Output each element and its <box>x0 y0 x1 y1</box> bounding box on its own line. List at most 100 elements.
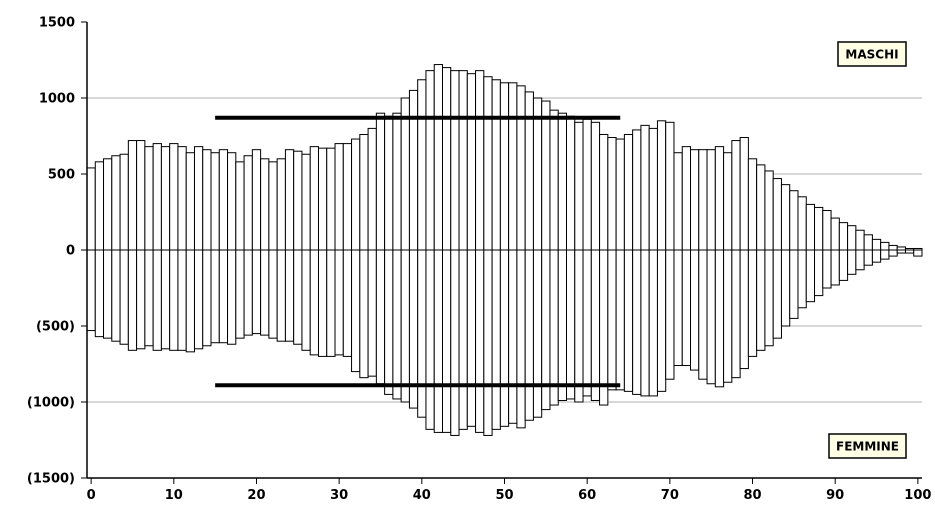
bar <box>516 85 526 251</box>
bar <box>144 146 154 251</box>
bar <box>260 249 270 336</box>
bar <box>235 249 245 339</box>
bar <box>210 152 220 251</box>
reference-lines <box>215 115 621 388</box>
bar <box>260 158 270 251</box>
bar <box>557 112 568 251</box>
bar <box>152 143 162 251</box>
bar <box>284 249 295 342</box>
bar <box>863 249 873 266</box>
bar <box>375 112 386 251</box>
bar <box>656 249 667 392</box>
bar <box>557 249 568 401</box>
bar <box>888 244 898 251</box>
bar <box>202 149 212 251</box>
bar <box>127 249 138 351</box>
y-tick-label: 1000 <box>39 92 75 107</box>
bar <box>706 149 716 251</box>
bar <box>152 249 162 351</box>
bar <box>871 238 882 251</box>
bar <box>830 217 840 251</box>
bar <box>210 249 220 344</box>
bar <box>582 118 592 251</box>
bar <box>442 67 452 251</box>
bar <box>499 82 510 251</box>
bar <box>160 249 171 350</box>
bar <box>607 137 617 251</box>
bar <box>814 206 824 251</box>
bar <box>863 234 873 251</box>
bar <box>797 196 807 251</box>
bar <box>475 70 485 251</box>
bar <box>136 140 146 251</box>
bar <box>780 249 791 327</box>
y-tick-label: 0 <box>66 244 75 259</box>
bar <box>169 249 179 351</box>
bar <box>400 249 410 403</box>
bar <box>698 249 708 380</box>
bar <box>144 249 154 347</box>
bar <box>433 249 444 433</box>
bar <box>780 184 791 251</box>
bar <box>880 241 890 251</box>
bar <box>599 249 609 406</box>
bar <box>309 146 319 251</box>
series-maschi <box>86 64 923 251</box>
bar <box>847 225 857 251</box>
bar <box>227 152 237 251</box>
bar <box>334 143 344 251</box>
x-tick-label: 0 <box>87 488 96 503</box>
x-tick-label: 30 <box>330 488 348 503</box>
bar <box>86 167 96 251</box>
bar <box>227 249 237 345</box>
bar <box>86 249 96 332</box>
bar <box>342 249 353 357</box>
bar <box>574 249 584 403</box>
bar <box>359 133 369 251</box>
bar <box>425 70 435 251</box>
legend-label: FEMMINE <box>836 440 899 454</box>
x-tick-label: 100 <box>904 488 931 503</box>
bar <box>103 158 113 251</box>
bar <box>367 127 377 251</box>
bar <box>284 149 295 251</box>
bar <box>185 152 195 251</box>
legend-box <box>828 433 907 459</box>
legend-box <box>837 41 907 67</box>
bar <box>508 82 518 251</box>
bar <box>193 146 204 251</box>
bar <box>202 249 212 347</box>
bar <box>731 140 741 251</box>
bar <box>582 249 592 397</box>
bar <box>566 249 576 400</box>
bar <box>739 249 749 370</box>
bar <box>814 249 824 297</box>
bar <box>532 249 543 418</box>
bar <box>508 249 518 424</box>
bar <box>739 137 749 251</box>
bar <box>483 249 493 436</box>
bar <box>235 161 245 251</box>
bar <box>127 140 138 251</box>
bar <box>103 249 113 339</box>
x-tick-label: 20 <box>247 488 265 503</box>
bar <box>640 124 650 251</box>
bar <box>491 79 501 251</box>
bar <box>417 79 427 251</box>
bar <box>342 143 353 251</box>
y-tick-label: (500) <box>36 320 75 335</box>
bar <box>119 153 129 251</box>
bar <box>772 249 782 339</box>
bar <box>251 249 262 335</box>
bar <box>177 146 187 251</box>
bar <box>847 249 857 275</box>
bar <box>822 209 832 251</box>
bar <box>177 249 187 351</box>
y-tick-label: (1500) <box>27 472 75 487</box>
bar <box>466 73 477 251</box>
bar <box>185 249 195 353</box>
bar <box>408 89 419 251</box>
bar <box>764 170 774 251</box>
bar <box>632 249 642 395</box>
bar <box>450 249 460 436</box>
